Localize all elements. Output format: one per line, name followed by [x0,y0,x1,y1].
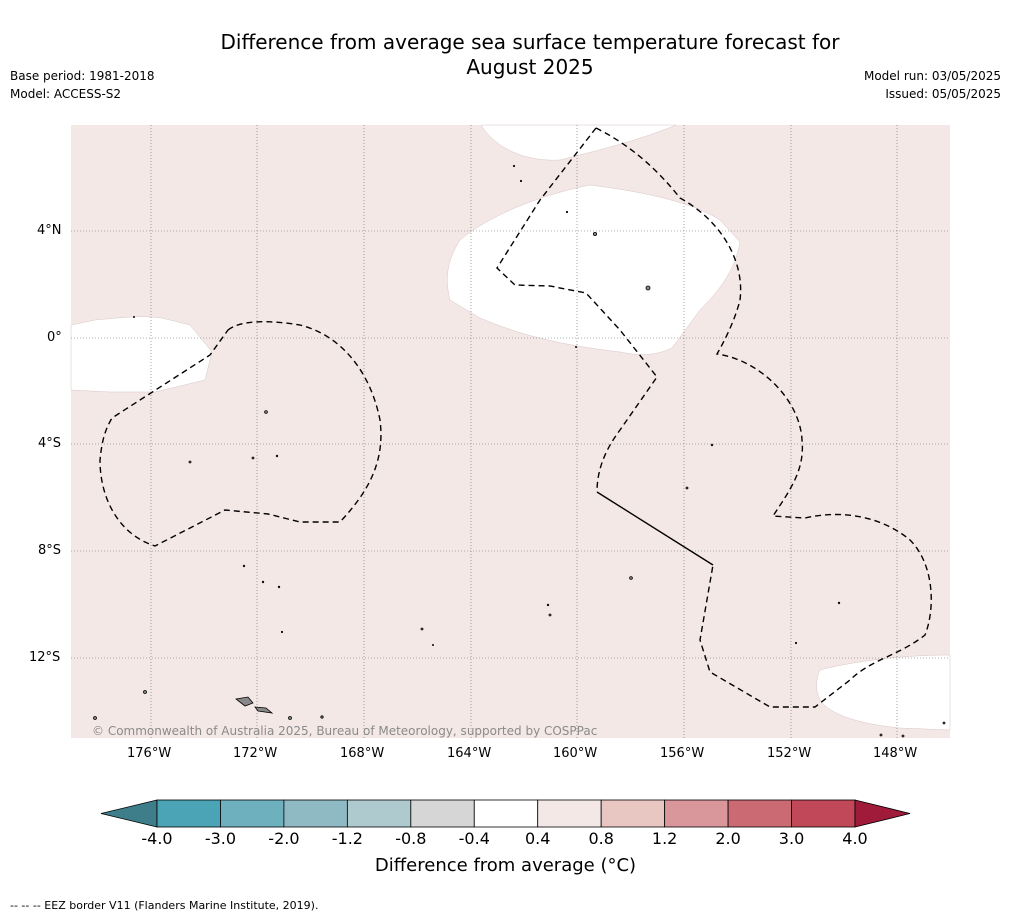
lat-label-4n: 4°N [37,223,62,238]
issued-date: Issued: 05/05/2025 [885,87,1001,101]
metadata-right: Model run: 03/05/2025 Issued: 05/05/2025 [864,67,1001,103]
map-title: Difference from average sea surface temp… [180,30,880,80]
neutral-region-west [70,316,213,393]
lon-label-160w: 160°W [553,746,598,761]
colorbar-tick-label: 4.0 [842,829,868,848]
island-small [280,630,284,634]
lon-label-164w: 164°W [447,746,492,761]
island-small [901,734,905,738]
colorbar-tick-label: 0.8 [588,829,614,848]
colorbar-tick-label: -3.0 [204,829,237,848]
island-small [546,603,550,607]
island-small [710,443,714,447]
island-small [288,716,292,720]
island-small [565,210,569,214]
colorbar-segment [410,799,475,828]
island-small [548,613,552,617]
model-run: Model run: 03/05/2025 [863,69,1001,83]
island-small [431,644,434,647]
lat-label-0: 0° [47,330,62,345]
model-name: Model: ACCESS-S2 [10,87,122,101]
island-small [188,460,192,464]
island-small [420,627,424,631]
island-small [512,164,516,168]
neutral-region-central [447,184,741,355]
lon-label-148w: 148°W [873,746,918,761]
colorbar [100,799,911,828]
island-small [645,285,651,291]
metadata-left: Base period: 1981-2018 Model: ACCESS-S2 [10,67,155,103]
neutral-region-southeast [816,654,951,731]
colorbar-segment [600,799,666,828]
island-small [277,585,281,589]
colorbar-segment [791,799,856,828]
colorbar-segment [346,799,412,828]
island-upolu [254,706,274,714]
colorbar-tick-label: 1.2 [651,829,678,848]
colorbar-segment [664,799,729,828]
lon-label-172w: 172°W [233,746,278,761]
lat-label-12s: 12°S [29,650,61,665]
colorbar-tick-label: 3.0 [778,829,805,848]
colorbar-arrow-low [100,799,158,828]
eez-borders [99,127,932,708]
colorbar-segment [156,799,221,828]
title-line-2: August 2025 [466,55,594,79]
eez-footnote: -- -- -- EEZ border V11 (Flanders Marine… [10,899,319,912]
island-small [942,721,946,725]
colorbar-segment [473,799,539,828]
island-small [320,715,324,719]
colorbar-segment [537,799,602,828]
island-small [837,601,841,605]
lat-label-8s: 8°S [38,543,62,558]
island-small [132,315,135,318]
colorbar-segment [220,799,285,828]
island-small [261,580,265,584]
colorbar-tick-label: -0.4 [458,829,490,848]
island-small [242,564,246,568]
colorbar-tick-label: -0.8 [395,829,427,848]
lon-label-156w: 156°W [660,746,705,761]
colorbar-tick-label: -1.2 [331,829,363,848]
island-small [629,576,633,580]
neutral-region-north [480,124,677,161]
island-small [794,641,798,645]
island-small [685,486,689,490]
colorbar-arrow-high [854,799,911,828]
base-period: Base period: 1981-2018 [10,69,155,83]
island-small [143,690,147,694]
colorbar-tick-label: -2.0 [268,829,300,848]
island-small [275,454,279,458]
colorbar-tick-label: -4.0 [141,829,173,848]
lat-label-4s: 4°S [38,436,62,451]
lon-label-168w: 168°W [340,746,385,761]
eez-border-solid-segment [596,491,714,566]
island-savaii [235,696,254,707]
colorbar-title: Difference from average (°C) [374,855,637,876]
colorbar-tick-label: 2.0 [715,829,741,848]
colorbar-segment [727,799,792,828]
eez-border-tokelau-samoa [99,321,382,547]
island-small [264,410,268,414]
lon-label-152w: 152°W [767,746,812,761]
island-small [93,716,97,720]
island-small [593,231,598,236]
lon-label-176w: 176°W [127,746,172,761]
eez-border-line-islands [595,127,932,708]
title-line-1: Difference from average sea surface temp… [220,30,840,54]
eez-border-central [496,127,658,493]
colorbar-segment [283,799,348,828]
graticule [71,125,950,738]
island-small [519,179,523,183]
island-small [575,345,578,348]
island-small [879,733,883,737]
islands [93,164,946,738]
copyright-text: © Commonwealth of Australia 2025, Bureau… [92,724,598,738]
colorbar-tick-label: 0.4 [524,829,551,848]
island-small [251,456,255,460]
